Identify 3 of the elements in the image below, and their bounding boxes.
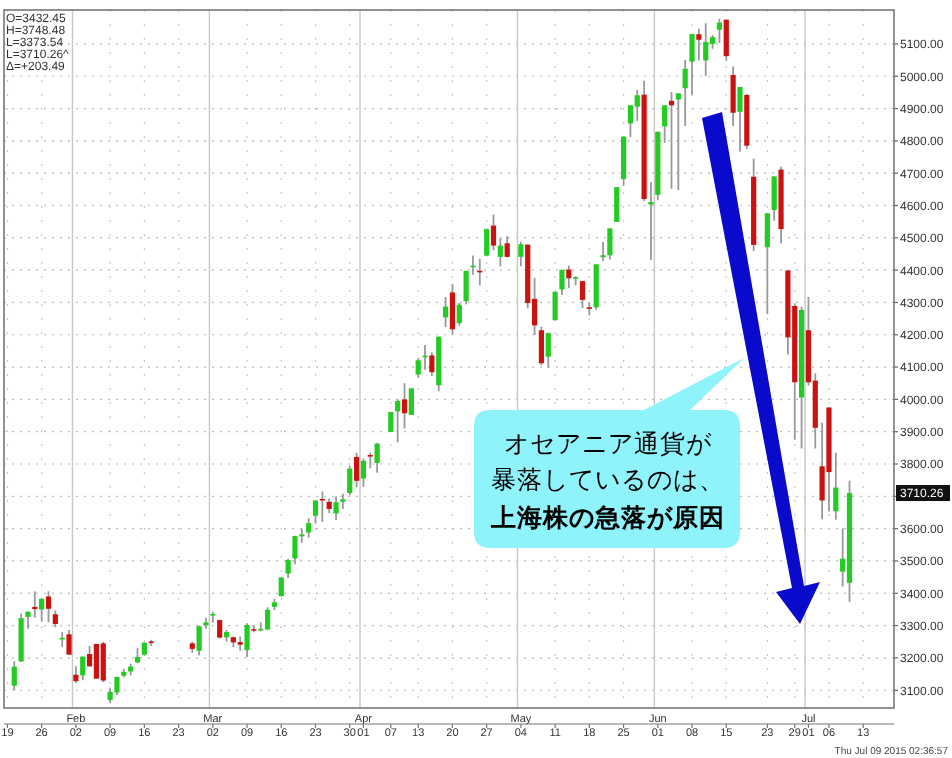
annotation: オセアニア通貨が <box>504 428 714 458</box>
annotation: 暴落しているのは、 <box>491 464 725 494</box>
annotation: 上海株の急落が原因 <box>489 502 725 532</box>
